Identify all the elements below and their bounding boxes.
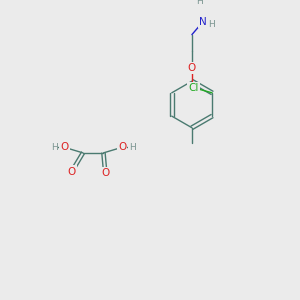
Text: H: H <box>196 0 203 6</box>
Text: H: H <box>129 143 136 152</box>
Text: O: O <box>118 142 126 152</box>
Text: H: H <box>208 20 215 29</box>
Text: O: O <box>188 63 196 73</box>
Text: Cl: Cl <box>188 83 199 93</box>
Text: N: N <box>199 16 207 27</box>
Text: O: O <box>60 142 68 152</box>
Text: O: O <box>68 167 76 176</box>
Text: O: O <box>101 168 110 178</box>
Text: H: H <box>51 143 58 152</box>
